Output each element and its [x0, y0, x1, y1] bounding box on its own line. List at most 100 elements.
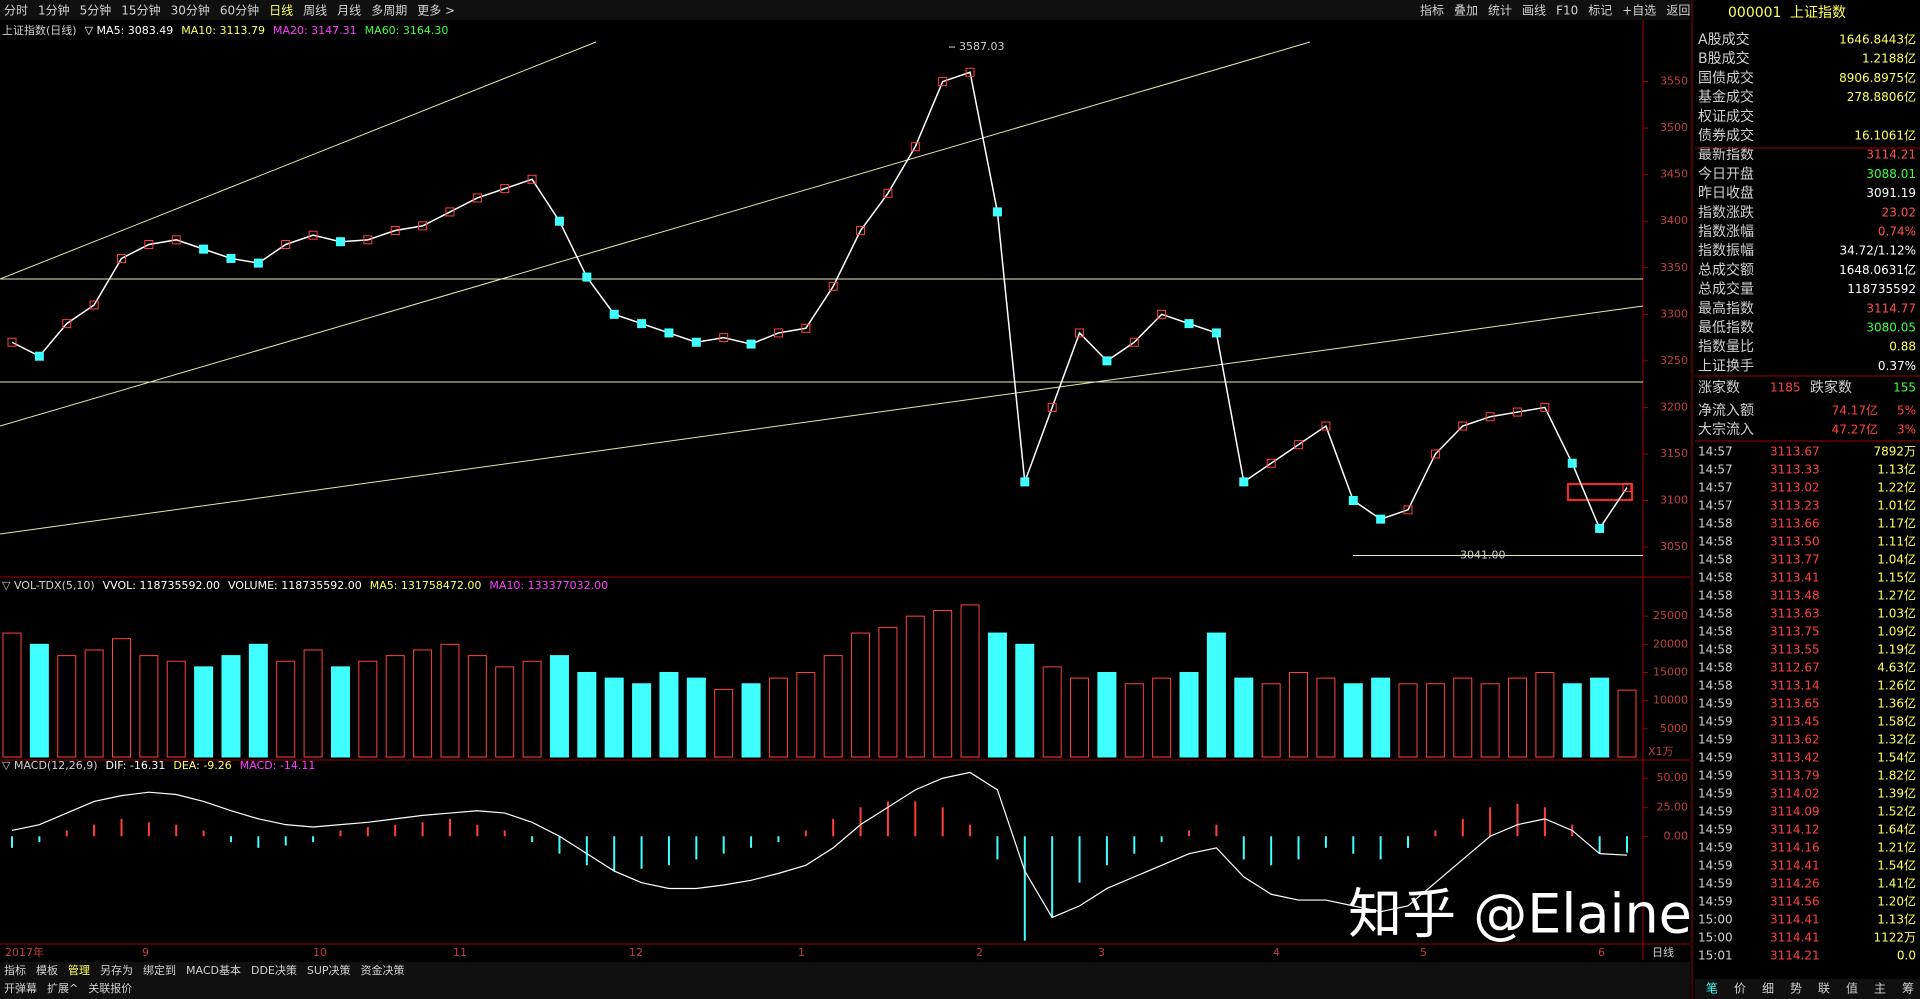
period-tab[interactable]: 周线	[303, 4, 327, 18]
macd-bar	[640, 836, 643, 869]
month-label: 1	[798, 946, 805, 959]
macd-bar	[1160, 836, 1163, 843]
candle	[1266, 458, 1276, 468]
candle	[1157, 309, 1167, 319]
flow-value: 74.17亿	[1832, 403, 1878, 418]
candle	[609, 309, 619, 319]
side-tab[interactable]: 势	[1790, 982, 1802, 996]
period-tab[interactable]: 1分钟	[38, 3, 70, 18]
trade-price: 3113.62	[1770, 733, 1820, 747]
bottom-tab[interactable]: MACD基本	[186, 963, 241, 977]
trade-time: 14:58	[1698, 607, 1733, 621]
bottom-tab[interactable]: 扩展^	[47, 981, 78, 995]
period-tab[interactable]: 日线	[269, 4, 293, 18]
volume-bar	[1508, 677, 1528, 758]
quote-value: 16.1061亿	[1854, 128, 1916, 143]
tool-button[interactable]: 标记	[1588, 4, 1612, 18]
flow-pct: 3%	[1897, 423, 1916, 437]
volume-bar	[577, 672, 597, 758]
side-tab[interactable]: 值	[1846, 981, 1858, 996]
macd-bar	[284, 836, 287, 846]
macd-bar	[339, 830, 342, 837]
trade-time: 14:57	[1698, 445, 1733, 459]
bottom-tab[interactable]: 绑定到	[143, 963, 176, 977]
trade-price: 3113.48	[1770, 589, 1820, 603]
indicator-header: VOLUME: 118735592.00	[228, 579, 362, 592]
candle	[281, 239, 291, 249]
trade-price: 3113.23	[1770, 499, 1820, 513]
trade-price: 3113.63	[1770, 607, 1820, 621]
bottom-tab[interactable]: 模板	[36, 963, 58, 977]
candle	[335, 237, 345, 247]
macd-bar	[777, 836, 780, 843]
period-tab[interactable]: 月线	[337, 4, 361, 18]
candle	[1348, 496, 1358, 506]
side-tab[interactable]: 筹	[1902, 982, 1914, 996]
macd-bar	[1297, 836, 1300, 860]
bottom-tab[interactable]: 关联报价	[88, 981, 132, 995]
volume-bar	[1179, 672, 1199, 758]
bottom-tab[interactable]: 资金决策	[361, 963, 405, 977]
volume-bar	[1042, 666, 1062, 758]
period-tab[interactable]: 60分钟	[220, 3, 259, 18]
trade-time: 14:58	[1698, 589, 1733, 603]
period-tab[interactable]: 30分钟	[171, 3, 210, 18]
tool-button[interactable]: 指标	[1420, 3, 1444, 18]
period-tab[interactable]: 5分钟	[80, 3, 112, 18]
period-tab[interactable]: 15分钟	[121, 3, 160, 18]
volume-bar	[248, 643, 268, 758]
y-tick-label: 50.00	[1657, 771, 1689, 784]
trade-time: 14:58	[1698, 643, 1733, 657]
volume-bar	[358, 660, 378, 758]
highlight-box	[1567, 483, 1633, 501]
trade-price: 3113.41	[1770, 571, 1820, 585]
indicator-header: VVOL: 118735592.00	[103, 579, 220, 592]
side-tab[interactable]: 主	[1874, 982, 1886, 996]
tool-button[interactable]: F10	[1556, 4, 1578, 18]
trade-time: 14:57	[1698, 499, 1733, 513]
volume-bar	[495, 666, 515, 758]
bottom-tab[interactable]: 指标	[4, 963, 26, 977]
macd-bar	[1543, 807, 1546, 837]
side-tab[interactable]: 细	[1762, 982, 1774, 996]
side-tab[interactable]: 价	[1734, 982, 1746, 996]
candle	[171, 235, 181, 245]
tool-button[interactable]: 画线	[1522, 4, 1546, 18]
quote-label: 今日开盘	[1698, 165, 1754, 182]
side-tab[interactable]: 联	[1818, 982, 1830, 996]
period-tab[interactable]: 更多 >	[417, 4, 455, 18]
macd-bar	[11, 836, 13, 848]
macd-bar	[1023, 836, 1026, 941]
trade-price: 3114.41	[1770, 913, 1820, 927]
bottom-tab[interactable]: 另存为	[100, 963, 133, 977]
indicator-header: DEA: -9.26	[173, 759, 231, 772]
period-tab[interactable]: 多周期	[371, 4, 407, 18]
trade-time: 14:59	[1698, 787, 1733, 801]
bottom-tab[interactable]: 管理	[68, 963, 90, 977]
candle	[938, 77, 948, 87]
side-tab[interactable]: 笔	[1706, 981, 1718, 996]
bottom-tab[interactable]: DDE决策	[251, 963, 297, 977]
trade-volume: 1.13亿	[1877, 462, 1916, 477]
tool-button[interactable]: 统计	[1488, 4, 1512, 18]
macd-bar	[1242, 836, 1245, 860]
bottom-tab[interactable]: 开弹幕	[4, 981, 37, 995]
candle	[62, 319, 72, 329]
tool-button[interactable]: 返回	[1666, 4, 1690, 18]
indicator-header: MA10: 3113.79	[181, 24, 265, 37]
tool-button[interactable]: +自选	[1622, 4, 1656, 18]
macd-bar	[229, 836, 232, 843]
volume-bar	[166, 660, 186, 758]
y-tick-label: 3550	[1660, 75, 1688, 88]
candle	[1403, 505, 1413, 515]
breadth-label: 跌家数	[1810, 379, 1852, 396]
quote-label: 总成交额	[1698, 261, 1754, 278]
tool-button[interactable]: 叠加	[1454, 4, 1478, 18]
macd-bar	[1461, 818, 1464, 837]
bottom-tab[interactable]: SUP决策	[307, 963, 351, 977]
y-tick-label: 20000	[1653, 637, 1688, 650]
period-tab[interactable]: 分时	[4, 4, 28, 18]
volume-bar	[2, 632, 22, 758]
macd-bar	[1078, 836, 1081, 883]
